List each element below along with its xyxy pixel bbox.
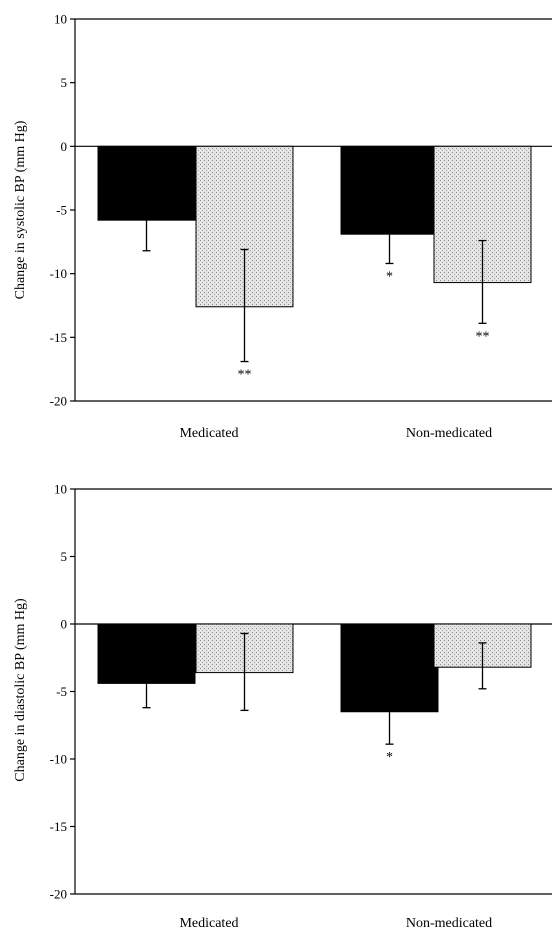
bar <box>97 145 196 221</box>
bar <box>340 623 439 713</box>
significance-label: ** <box>238 368 252 383</box>
y-tick-label: 0 <box>61 617 68 632</box>
chart-panel-2: 10 5 0 -5 -10 -15 -20 Change in diastolic BP (m… <box>13 482 552 931</box>
y-tick-label: 10 <box>54 12 67 27</box>
y-tick-label: -20 <box>50 394 67 409</box>
category-label: Non-medicated <box>406 426 492 441</box>
y-tick-label: 10 <box>54 482 67 497</box>
bar <box>97 623 196 684</box>
y-tick-label: 0 <box>61 139 68 154</box>
y-tick-label: -20 <box>50 887 67 902</box>
y-tick-label: 5 <box>61 549 68 564</box>
y-axis-label: Change in systolic BP (mm Hg) <box>13 120 28 299</box>
y-axis-label: Change in diastolic BP (mm Hg) <box>13 598 28 782</box>
significance-label: * <box>386 269 393 284</box>
y-tick-label: 5 <box>61 75 68 90</box>
significance-label: ** <box>476 329 490 344</box>
category-label: Medicated <box>179 426 238 441</box>
y-tick-label: -10 <box>50 752 67 767</box>
category-label: Non-medicated <box>406 916 492 931</box>
y-tick-label: -10 <box>50 266 67 281</box>
y-tick-label: -5 <box>56 684 67 699</box>
y-tick-label: -15 <box>50 819 67 834</box>
significance-label: * <box>386 750 393 765</box>
chart-panel-1: 10 5 0 -5 -10 -15 -20 Change in systolic BP (mm… <box>13 12 552 441</box>
y-tick-label: -5 <box>56 203 67 218</box>
category-label: Medicated <box>179 916 238 931</box>
y-tick-label: -15 <box>50 330 67 345</box>
bar <box>340 145 439 235</box>
